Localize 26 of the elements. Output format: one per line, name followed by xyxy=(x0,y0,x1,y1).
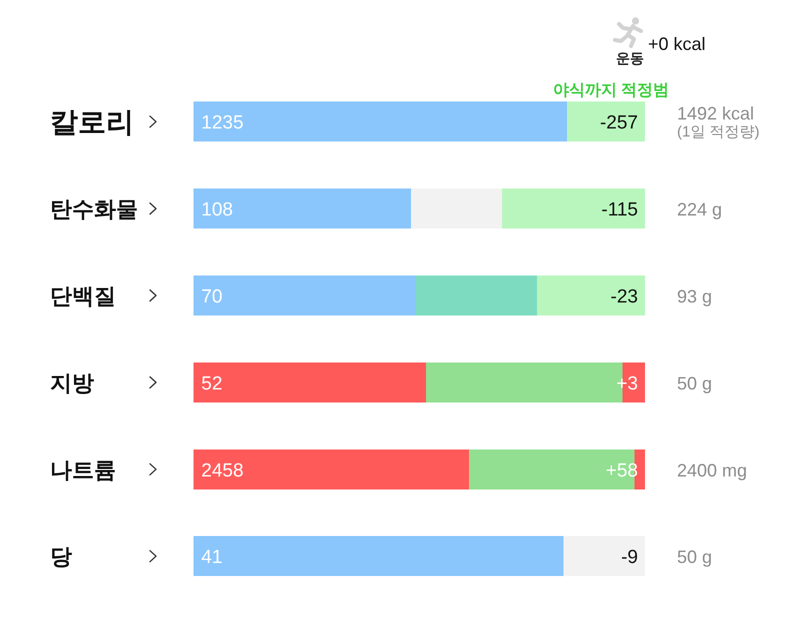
annotation: 야식까지 적정범 xyxy=(552,82,670,99)
text: 50 g xyxy=(677,547,712,568)
y-tick-label: 지방 xyxy=(50,370,94,396)
y-tick-label: 나트륨 xyxy=(50,457,116,482)
y-tick-label: 칼로리 xyxy=(50,106,134,138)
y-tick-label: 탄수화물 xyxy=(50,196,138,222)
text: 93 g xyxy=(677,286,712,306)
annotation: -23 xyxy=(610,286,638,308)
y-tick-label: 당 xyxy=(50,544,72,570)
data-label: 41 xyxy=(201,547,222,568)
data-label: 70 xyxy=(201,286,222,308)
data-label: 52 xyxy=(201,373,222,394)
text: 2400 mg xyxy=(677,460,748,480)
text: 50 g xyxy=(677,373,712,394)
text: 224 g xyxy=(677,200,722,220)
annotation: 운동 xyxy=(616,50,644,66)
text: 1492 kcal xyxy=(677,104,754,124)
annotation: -9 xyxy=(621,547,638,568)
annotation: -257 xyxy=(600,112,638,134)
data-label: 2458 xyxy=(201,460,244,482)
text: +0 kcal xyxy=(648,34,706,54)
annotation: -115 xyxy=(601,200,638,221)
y-tick-label: 단백질 xyxy=(50,284,116,308)
data-label: 108 xyxy=(201,200,234,221)
data-label: 1235 xyxy=(201,112,244,134)
text: (1일 적정량) xyxy=(677,124,760,141)
